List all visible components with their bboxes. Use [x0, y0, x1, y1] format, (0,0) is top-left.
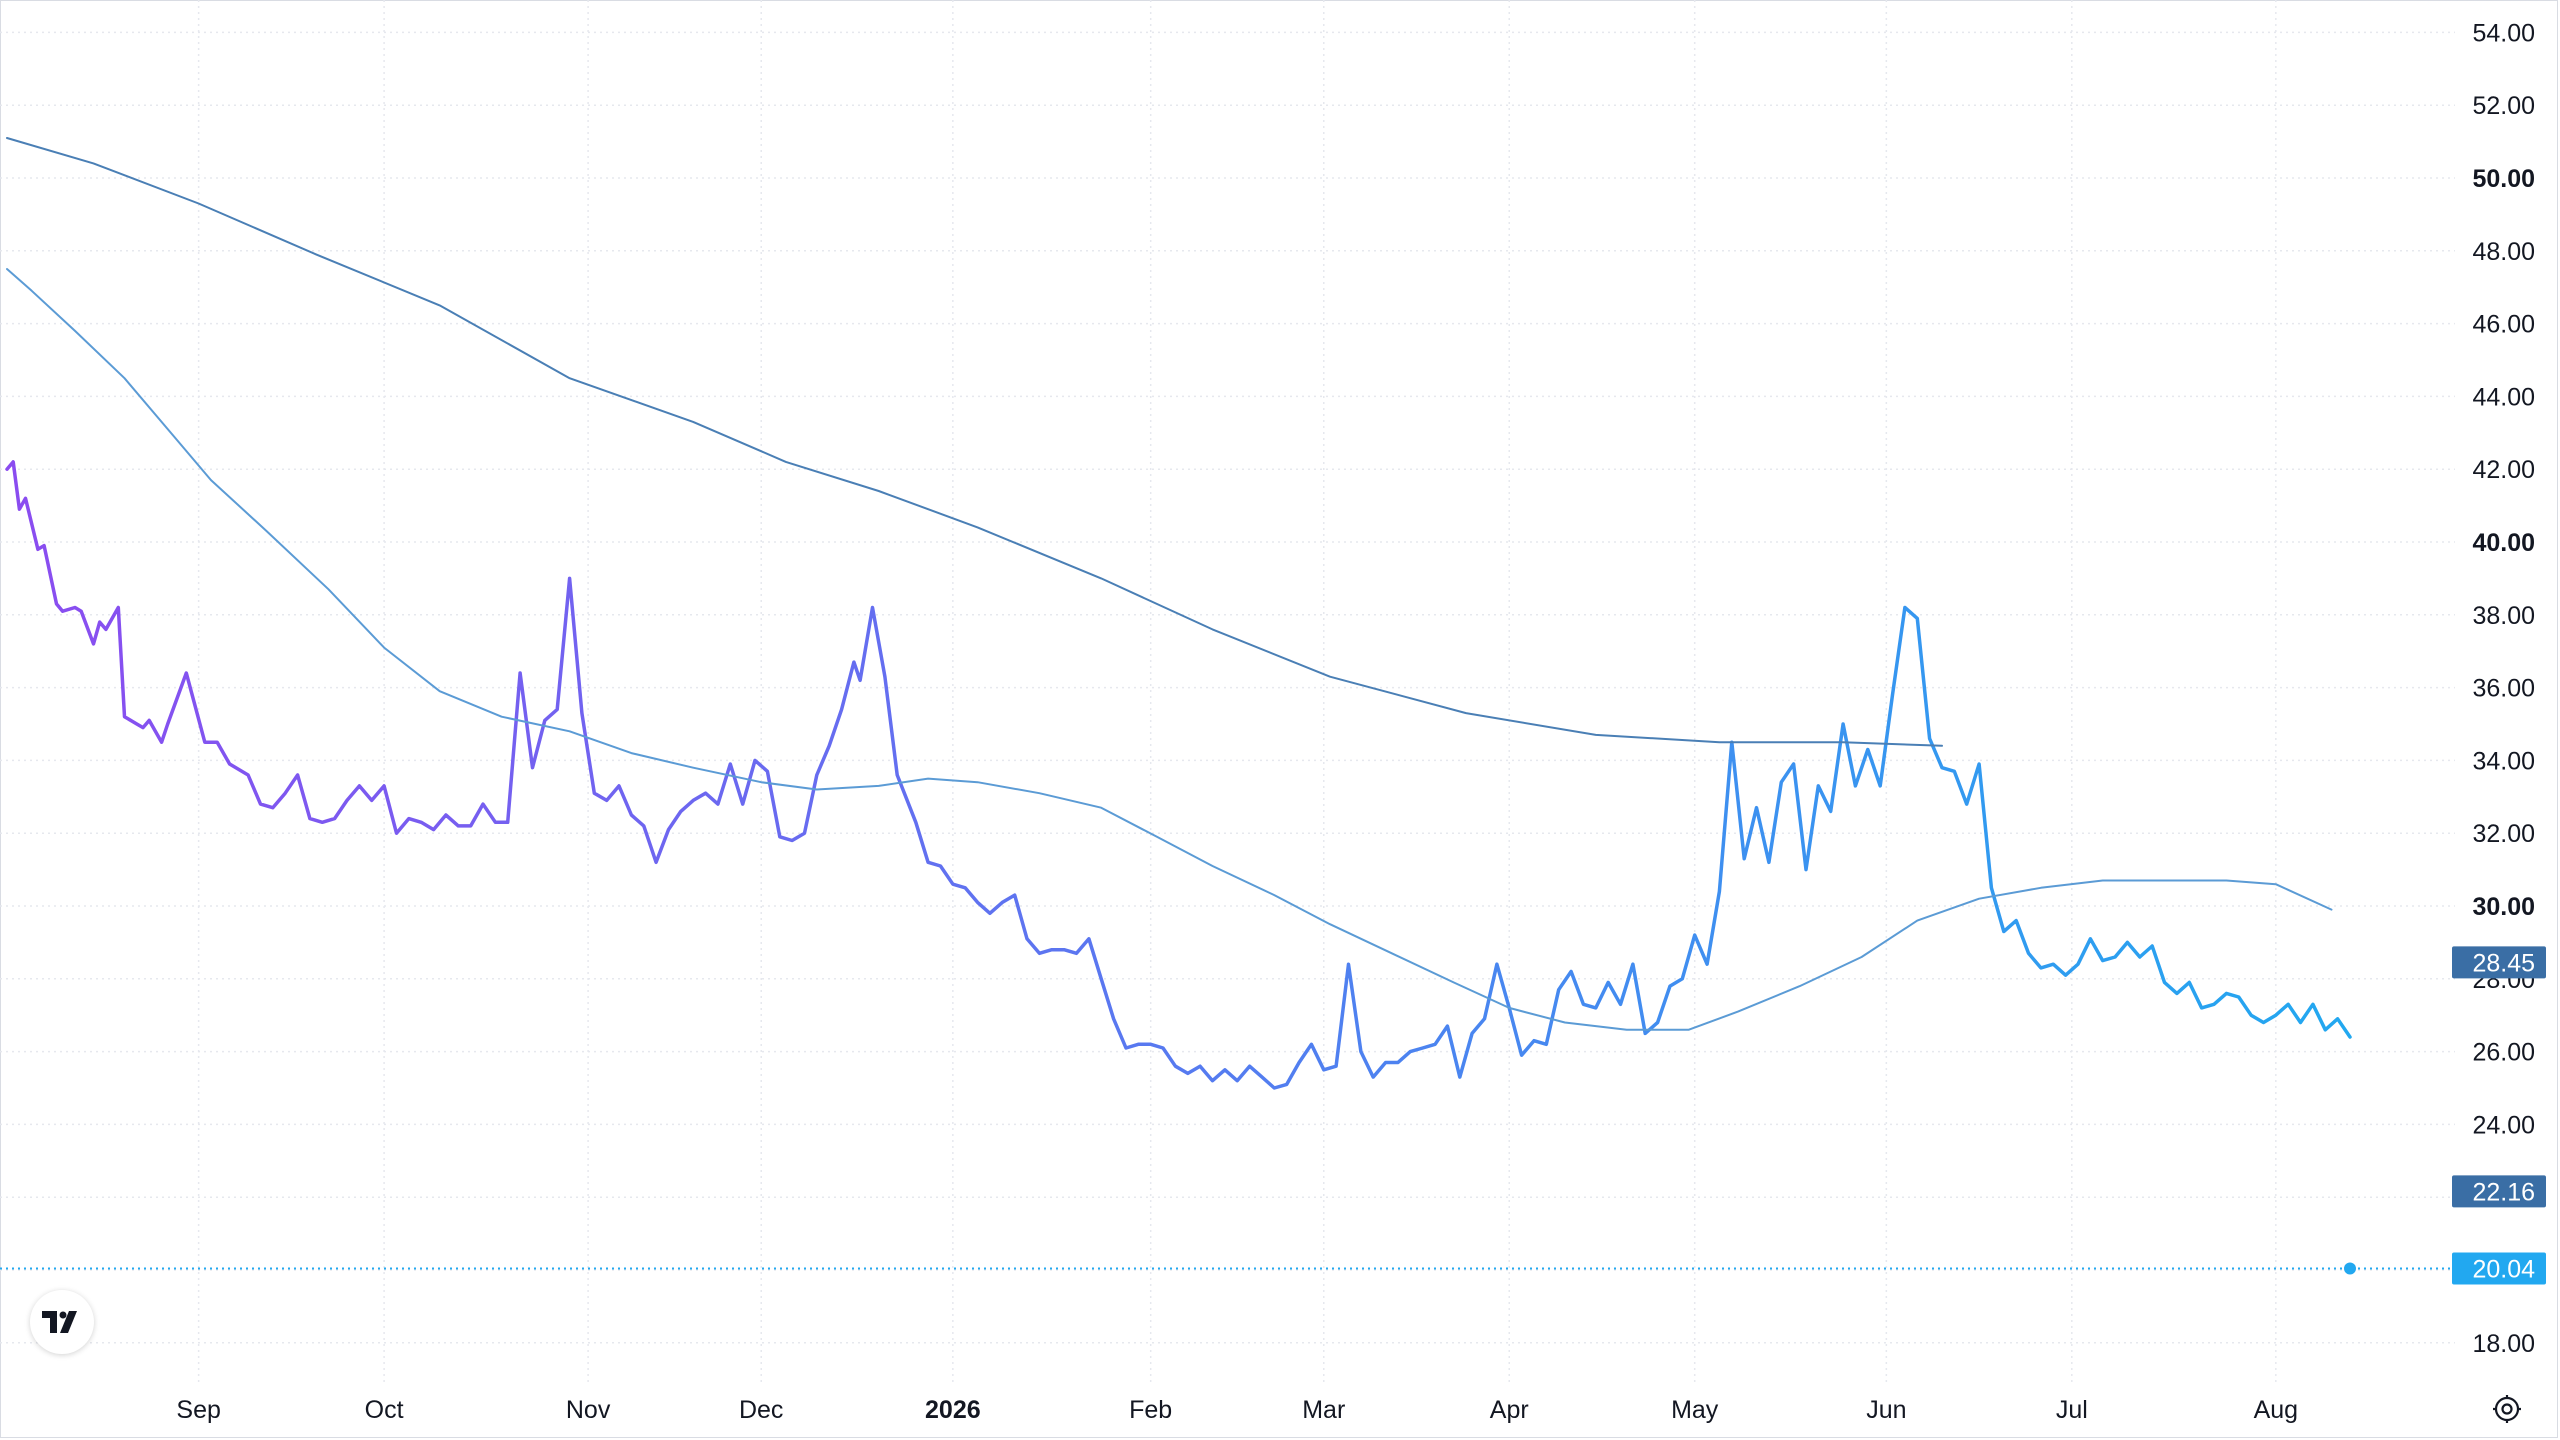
x-tick-label: Nov [566, 1396, 611, 1424]
y-tick-label: 38.00 [2472, 602, 2535, 630]
y-tick-label: 54.00 [2472, 19, 2535, 47]
x-tick-label: Jul [2056, 1396, 2088, 1424]
y-tick-label: 52.00 [2472, 92, 2535, 120]
y-axis[interactable]: 54.00 52.00 50.00 48.00 46.00 44.00 42.00 40.00… [2472, 19, 2535, 1357]
price-labels: 28.45 22.16 20.04 [2452, 946, 2546, 1285]
y-tick-label: 30.00 [2472, 893, 2535, 921]
current-price-dot [2344, 1262, 2356, 1275]
x-tick-label: May [1671, 1396, 1719, 1424]
x-tick-label: Aug [2254, 1396, 2298, 1424]
price-label-box [2452, 1175, 2546, 1208]
y-tick-label: 42.00 [2472, 456, 2535, 484]
x-tick-label: Feb [1129, 1396, 1172, 1424]
y-tick-label: 40.00 [2472, 529, 2535, 557]
price-label-box [2452, 1252, 2546, 1285]
price-line[interactable] [5, 460, 2352, 1090]
y-tick-label: 34.00 [2472, 747, 2535, 775]
x-tick-label: 2026 [925, 1396, 981, 1424]
settings-gear-icon[interactable] [2490, 1392, 2524, 1426]
price-label-text: 22.16 [2472, 1178, 2535, 1206]
x-tick-label: Dec [739, 1396, 783, 1424]
x-tick-label: Apr [1490, 1396, 1529, 1424]
y-tick-label: 18.00 [2472, 1330, 2535, 1358]
y-tick-label: 26.00 [2472, 1039, 2535, 1067]
x-axis[interactable]: Sep Oct Nov Dec 2026 Feb Mar Apr May Jun Jul Aug [176, 1396, 2298, 1424]
y-tick-label: 32.00 [2472, 820, 2535, 848]
ma-fast-line[interactable] [6, 268, 2333, 1031]
price-label-box [2452, 946, 2546, 979]
y-tick-label: 44.00 [2472, 383, 2535, 411]
tradingview-logo-icon[interactable] [30, 1290, 94, 1354]
x-tick-label: Sep [176, 1396, 220, 1424]
y-tick-label: 48.00 [2472, 238, 2535, 266]
x-tick-label: Mar [1302, 1396, 1345, 1424]
ma-slow-line[interactable] [6, 137, 1943, 747]
x-tick-label: Jun [1866, 1396, 1906, 1424]
y-tick-label: 50.00 [2472, 165, 2535, 193]
y-tick-label: 46.00 [2472, 311, 2535, 339]
price-label-text: 20.04 [2472, 1256, 2535, 1284]
x-tick-label: Oct [365, 1396, 404, 1424]
series-group [0, 137, 2460, 1275]
price-label-text: 28.45 [2472, 949, 2535, 977]
grid-lines [0, 0, 2455, 1385]
y-tick-label: 24.00 [2472, 1111, 2535, 1139]
y-tick-label: 36.00 [2472, 675, 2535, 703]
